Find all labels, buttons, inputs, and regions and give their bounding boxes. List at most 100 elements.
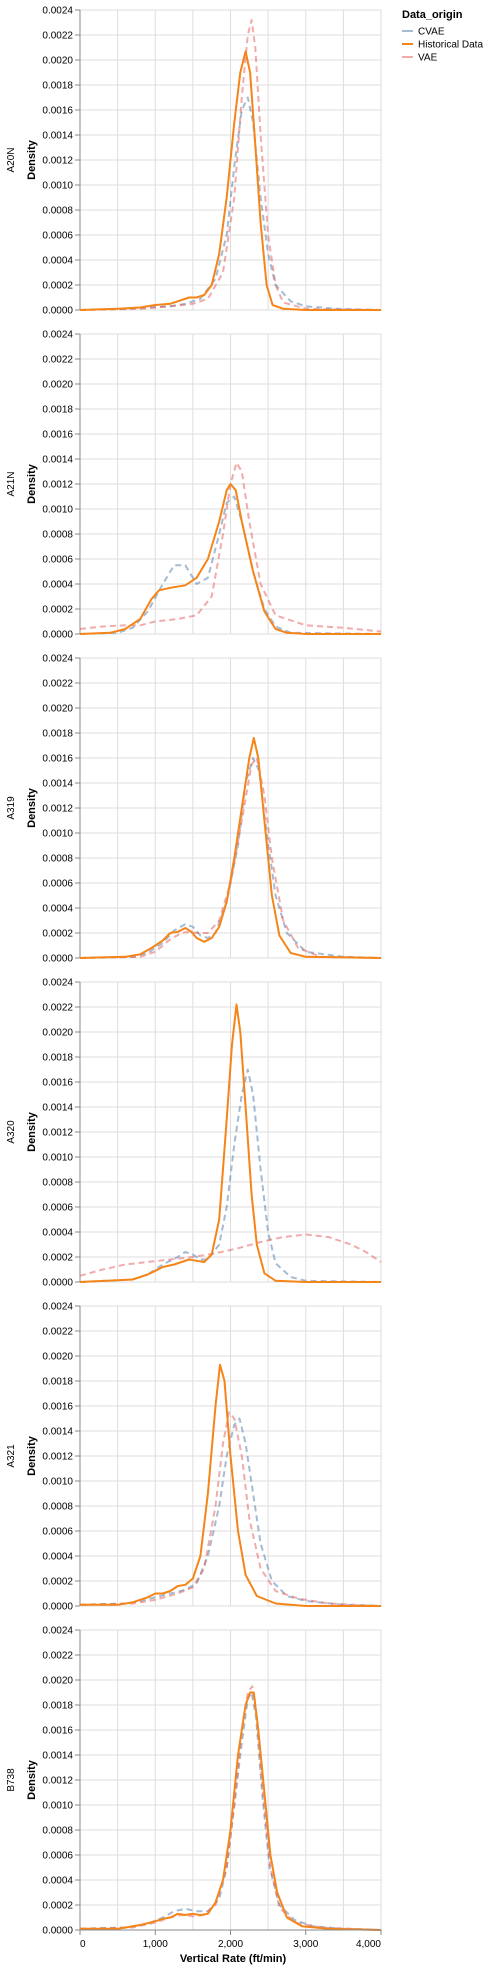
- y-tick-label: 0.0016: [42, 1402, 73, 1413]
- y-tick-label: 0.0018: [42, 405, 73, 416]
- y-tick-label: 0.0010: [42, 505, 73, 516]
- y-tick-label: 0.0000: [42, 1602, 73, 1613]
- y-tick-label: 0.0004: [42, 256, 73, 267]
- y-tick-label: 0.0008: [42, 1502, 73, 1513]
- x-tick-label: 1,000: [143, 1939, 168, 1950]
- y-tick-label: 0.0000: [42, 1278, 73, 1289]
- y-tick-label: 0.0016: [42, 754, 73, 765]
- y-tick-label: 0.0024: [42, 654, 73, 665]
- y-tick-label: 0.0014: [42, 1751, 73, 1762]
- y-tick-label: 0.0004: [42, 580, 73, 591]
- y-tick-label: 0.0020: [42, 704, 73, 715]
- y-tick-label: 0.0000: [42, 954, 73, 965]
- facet-label-a321: A321: [6, 1444, 17, 1468]
- series-line-historical-data: [79, 737, 382, 959]
- y-tick-label: 0.0016: [42, 430, 73, 441]
- y-tick-label: 0.0020: [42, 1676, 73, 1687]
- facet-label-a320: A320: [6, 1120, 17, 1144]
- y-tick-label: 0.0006: [42, 231, 73, 242]
- x-axis-title: Vertical Rate (ft/min): [180, 1953, 287, 1965]
- y-tick-label: 0.0004: [42, 1552, 73, 1563]
- y-tick-label: 0.0018: [42, 81, 73, 92]
- y-tick-label: 0.0020: [42, 56, 73, 67]
- series-line-historical-data: [79, 483, 381, 635]
- y-tick-label: 0.0022: [42, 1651, 73, 1662]
- y-tick-label: 0.0024: [42, 1626, 73, 1637]
- series-line-vae: [79, 461, 382, 633]
- y-tick-label: 0.0006: [42, 555, 73, 566]
- y-tick-label: 0.0024: [42, 1302, 73, 1313]
- facet-a319: 0.0000 0.0002 0.0004 0.0006 0.0008 0.0010 0.00…: [6, 654, 382, 965]
- y-tick-label: 0.0004: [42, 904, 73, 915]
- y-tick-label: 0.0020: [42, 1028, 73, 1039]
- y-tick-label: 0.0012: [42, 480, 73, 491]
- y-tick-label: 0.0004: [42, 1876, 73, 1887]
- y-tick-label: 0.0024: [42, 330, 73, 341]
- y-axis-title: Density: [26, 787, 38, 828]
- facet-a21n: 0.0000 0.0002 0.0004 0.0006 0.0008 0.0010 0.00…: [6, 330, 382, 641]
- y-tick-label: 0.0006: [42, 1851, 73, 1862]
- y-tick-label: 0.0016: [42, 1726, 73, 1737]
- y-tick-label: 0.0012: [42, 1128, 73, 1139]
- legend: Data_origin CVAE Historical Data VAE: [402, 9, 483, 64]
- y-tick-label: 0.0010: [42, 829, 73, 840]
- y-tick-label: 0.0014: [42, 1427, 73, 1438]
- y-tick-label: 0.0004: [42, 1228, 73, 1239]
- x-tick-label: 0: [80, 1939, 86, 1950]
- y-tick-label: 0.0000: [42, 1926, 73, 1937]
- y-tick-label: 0.0018: [42, 1053, 73, 1064]
- y-tick-label: 0.0022: [42, 1003, 73, 1014]
- y-tick-label: 0.0012: [42, 156, 73, 167]
- y-tick-label: 0.0002: [42, 1253, 73, 1264]
- y-tick-label: 0.0006: [42, 1203, 73, 1214]
- facet-a321: 0.0000 0.0002 0.0004 0.0006 0.0008 0.0010 0.00…: [6, 1302, 382, 1613]
- series-line-historical-data: [79, 50, 381, 311]
- facet-a20n: 0.0000 0.0002 0.0004 0.0006 0.0008 0.0010 0.00…: [6, 6, 382, 317]
- y-tick-label: 0.0012: [42, 1776, 73, 1787]
- facet-label-a20n: A20N: [6, 147, 17, 172]
- series-line-cvae: [79, 1068, 382, 1283]
- y-tick-label: 0.0022: [42, 1327, 73, 1338]
- y-tick-label: 0.0020: [42, 380, 73, 391]
- x-tick-label: 4,000: [356, 1939, 381, 1950]
- y-tick-label: 0.0006: [42, 1527, 73, 1538]
- y-tick-label: 0.0024: [42, 978, 73, 989]
- x-axis: 0 1,000 2,000 3,000 4,000: [79, 1929, 382, 1950]
- facet-b738: 0.0000 0.0002 0.0004 0.0006 0.0008 0.0010 0.00…: [6, 1626, 382, 1937]
- y-tick-label: 0.0018: [42, 1377, 73, 1388]
- series-line-historical-data: [79, 1003, 381, 1283]
- y-tick-label: 0.0014: [42, 779, 73, 790]
- y-tick-label: 0.0008: [42, 206, 73, 217]
- y-tick-label: 0.0010: [42, 181, 73, 192]
- y-axis-title: Density: [26, 1111, 38, 1152]
- y-tick-label: 0.0018: [42, 729, 73, 740]
- y-tick-label: 0.0008: [42, 1178, 73, 1189]
- y-tick-label: 0.0010: [42, 1477, 73, 1488]
- x-tick-label: 3,000: [293, 1939, 318, 1950]
- y-axis-title: Density: [26, 139, 38, 180]
- facet-label-a21n: A21N: [6, 471, 17, 496]
- y-tick-label: 0.0002: [42, 281, 73, 292]
- y-tick-label: 0.0000: [42, 630, 73, 641]
- y-tick-label: 0.0010: [42, 1801, 73, 1812]
- y-tick-label: 0.0014: [42, 131, 73, 142]
- facet-a320: 0.0000 0.0002 0.0004 0.0006 0.0008 0.0010 0.00…: [6, 978, 382, 1289]
- y-tick-label: 0.0008: [42, 854, 73, 865]
- legend-label-historical-data: Historical Data: [418, 40, 483, 51]
- x-tick-label: 2,000: [218, 1939, 243, 1950]
- series-line-vae: [79, 1233, 382, 1277]
- y-tick-label: 0.0022: [42, 679, 73, 690]
- legend-label-vae: VAE: [418, 53, 438, 64]
- y-tick-label: 0.0016: [42, 106, 73, 117]
- facet-label-a319: A319: [6, 796, 17, 820]
- y-tick-label: 0.0002: [42, 1577, 73, 1588]
- y-tick-label: 0.0012: [42, 1452, 73, 1463]
- legend-title: Data_origin: [402, 9, 463, 21]
- y-tick-label: 0.0016: [42, 1078, 73, 1089]
- legend-label-cvae: CVAE: [418, 27, 445, 38]
- y-tick-label: 0.0002: [42, 929, 73, 940]
- y-tick-label: 0.0002: [42, 1901, 73, 1912]
- y-tick-label: 0.0020: [42, 1352, 73, 1363]
- y-axis-title: Density: [26, 463, 38, 504]
